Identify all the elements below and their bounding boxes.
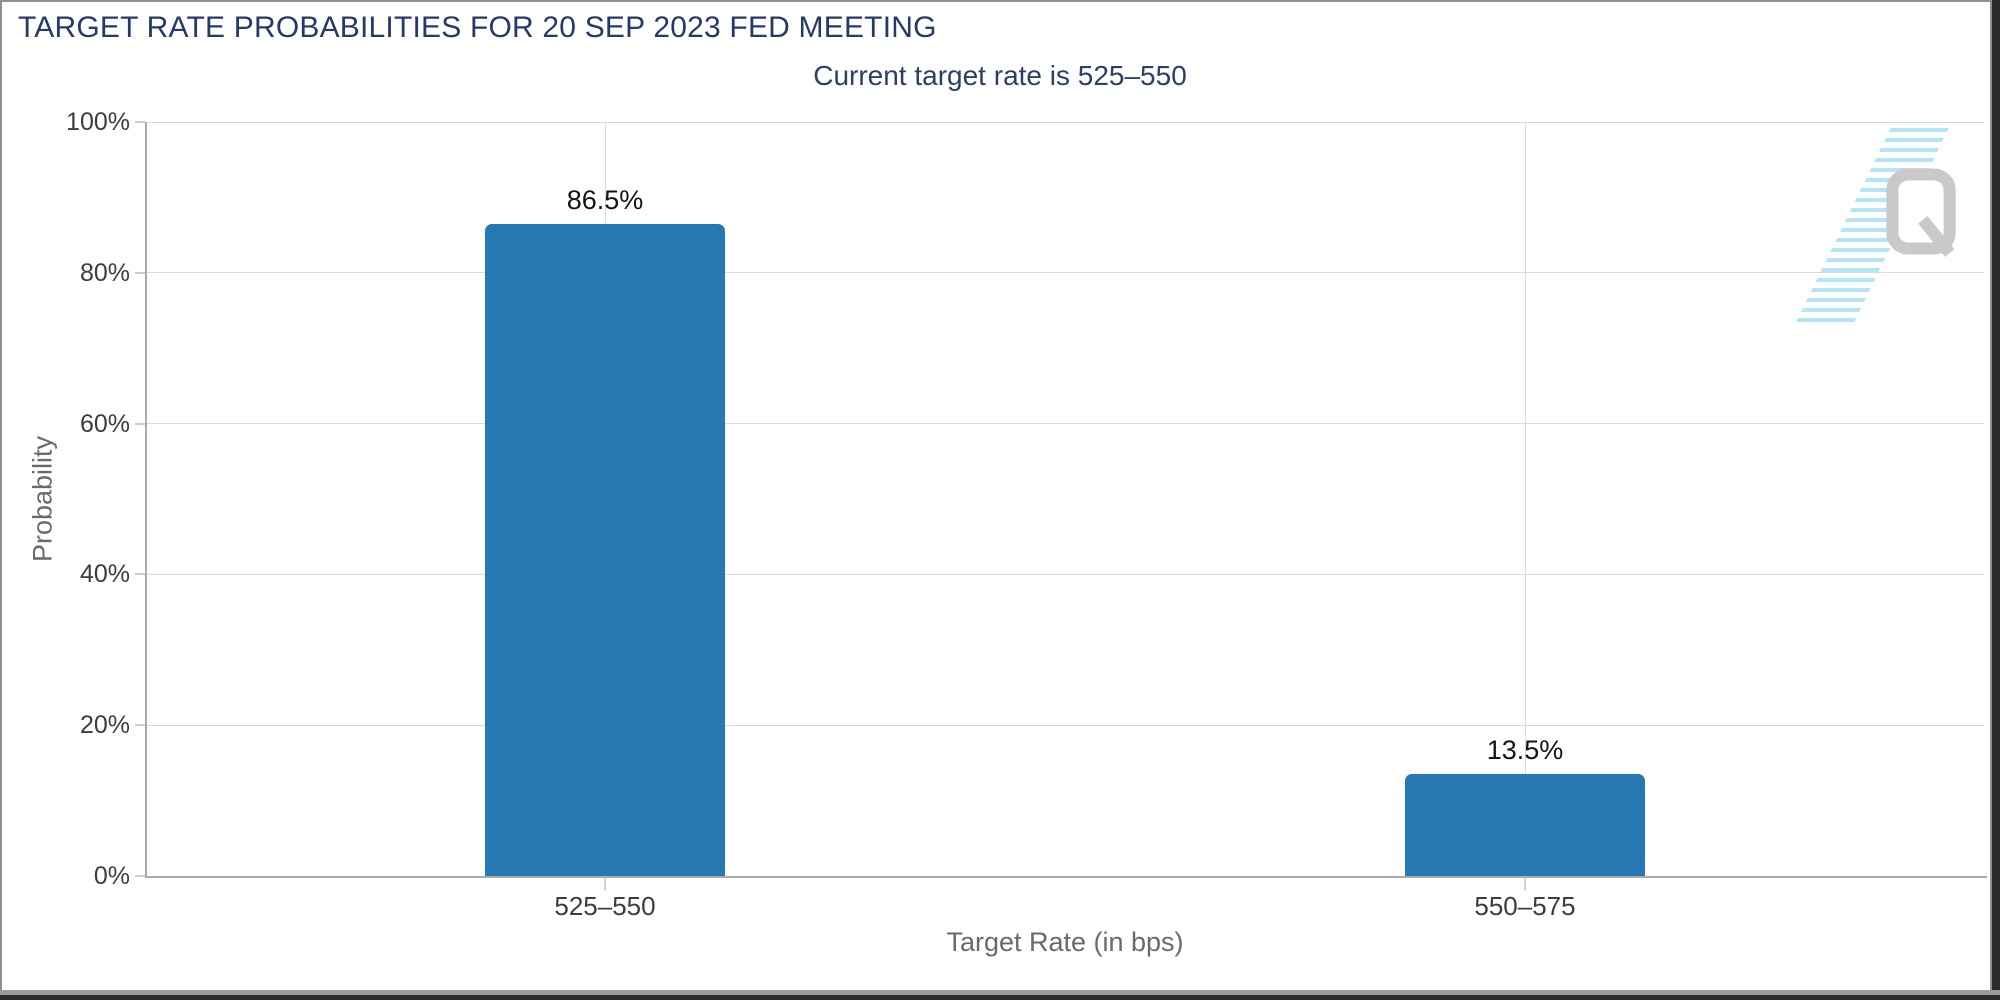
y-axis-tick-label: 0% xyxy=(93,862,130,890)
y-axis-tick-label: 80% xyxy=(79,258,130,287)
gridline-horizontal xyxy=(147,423,1984,425)
bar[interactable] xyxy=(1405,774,1645,876)
gridline-horizontal xyxy=(147,121,1984,123)
y-tick-mark xyxy=(135,724,145,727)
y-tick-mark xyxy=(135,271,145,274)
gridline-horizontal xyxy=(147,573,1984,575)
q-logo-icon xyxy=(1886,168,1956,257)
y-axis-tick-label: 60% xyxy=(79,409,130,438)
window-border-top xyxy=(0,0,2000,2)
y-axis-title: Probability xyxy=(27,435,58,563)
gridline-vertical xyxy=(1524,122,1526,876)
y-tick-mark xyxy=(135,121,145,123)
y-tick-mark xyxy=(135,875,145,877)
x-axis-tick-label: 550–575 xyxy=(1474,891,1576,921)
x-axis-tick-label: 525–550 xyxy=(554,891,656,921)
window-border-bottom xyxy=(0,990,2000,1000)
y-axis-tick-label: 100% xyxy=(66,108,130,136)
gridline-horizontal xyxy=(147,724,1984,726)
chart-title: TARGET RATE PROBABILITIES FOR 20 SEP 202… xyxy=(18,11,937,44)
bar[interactable] xyxy=(485,223,725,876)
y-tick-mark xyxy=(135,422,145,425)
plot-area xyxy=(145,122,1987,878)
x-tick-mark xyxy=(1524,878,1526,891)
quikstrike-watermark xyxy=(1793,120,1995,350)
gridline-horizontal xyxy=(147,272,1984,274)
window-border-right xyxy=(1990,0,2000,1000)
bar-value-label: 13.5% xyxy=(1486,735,1564,766)
bar-value-label: 86.5% xyxy=(566,184,644,215)
chart-subtitle: Current target rate is 525–550 xyxy=(813,60,1187,91)
x-tick-mark xyxy=(604,878,606,891)
y-tick-mark xyxy=(135,573,145,576)
x-axis-title: Target Rate (in bps) xyxy=(946,927,1184,957)
window-border-left xyxy=(0,0,2,1000)
y-axis-tick-label: 40% xyxy=(79,560,130,589)
y-axis-tick-label: 20% xyxy=(79,711,130,740)
